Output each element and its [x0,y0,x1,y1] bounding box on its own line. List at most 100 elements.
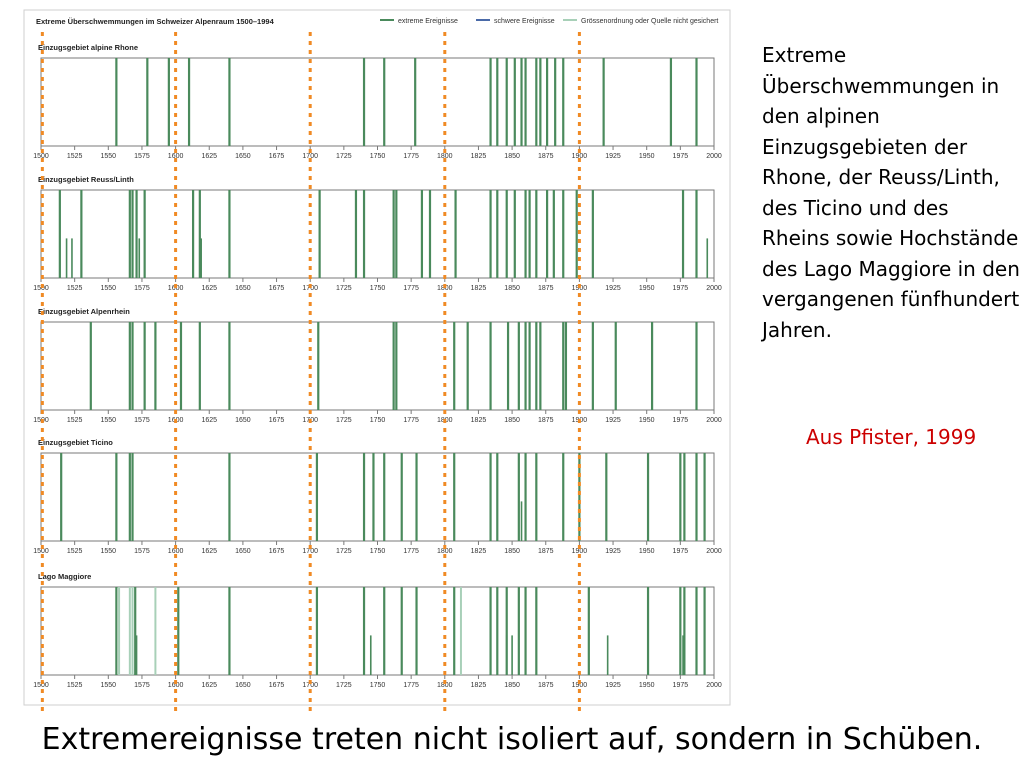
slide-description: Extreme Überschwemmungen in den alpinen … [762,43,1020,342]
x-tick-label: 1500 [33,682,49,689]
panel-title: Einzugsgebiet Reuss/Linth [38,175,134,184]
x-tick-label: 1975 [673,417,689,424]
x-tick-label: 1825 [471,153,487,160]
x-tick-label: 1875 [538,417,554,424]
x-tick-label: 1875 [538,548,554,555]
x-tick-label: 1625 [201,548,217,555]
x-tick-label: 1575 [134,153,150,160]
x-tick-label: 1850 [504,417,520,424]
x-tick-label: 1875 [538,285,554,292]
x-tick-label: 1625 [201,417,217,424]
x-tick-label: 1925 [605,285,621,292]
x-tick-label: 1550 [101,417,117,424]
x-tick-label: 1725 [336,153,352,160]
x-tick-label: 1750 [370,682,386,689]
x-tick-label: 1525 [67,153,83,160]
x-tick-label: 1600 [168,548,184,555]
x-tick-label: 2000 [706,548,722,555]
x-tick-label: 1700 [302,153,318,160]
x-tick-label: 1950 [639,417,655,424]
x-tick-label: 1550 [101,153,117,160]
x-tick-label: 2000 [706,417,722,424]
x-tick-label: 1600 [168,153,184,160]
x-tick-label: 1650 [235,417,251,424]
x-tick-label: 1825 [471,548,487,555]
x-tick-label: 1900 [572,285,588,292]
x-tick-label: 1675 [269,285,285,292]
x-tick-label: 1625 [201,285,217,292]
x-tick-label: 1725 [336,417,352,424]
x-tick-label: 1850 [504,548,520,555]
x-tick-label: 1675 [269,417,285,424]
x-tick-label: 1650 [235,548,251,555]
x-tick-label: 1775 [403,548,419,555]
legend-label: extreme Ereignisse [398,18,458,25]
x-tick-label: 1750 [370,285,386,292]
legend-label: Grössenordnung oder Quelle nicht gesiche… [581,18,718,25]
x-tick-label: 1950 [639,285,655,292]
x-tick-label: 1800 [437,153,453,160]
x-tick-label: 1925 [605,417,621,424]
x-tick-label: 1700 [302,285,318,292]
x-tick-label: 1800 [437,548,453,555]
x-tick-label: 1775 [403,417,419,424]
x-tick-label: 1825 [471,417,487,424]
x-tick-label: 1750 [370,417,386,424]
x-tick-label: 1550 [101,285,117,292]
panel: Einzugsgebiet Ticino 1500 1525 1550 1575 1600… [33,438,722,555]
x-tick-label: 1925 [605,548,621,555]
panel-title: Einzugsgebiet Ticino [38,438,113,447]
panel-title: Lago Maggiore [38,572,91,581]
x-tick-label: 1575 [134,682,150,689]
x-tick-label: 1975 [673,153,689,160]
x-tick-label: 1550 [101,548,117,555]
flood-chart: Extreme Überschwemmungen im Schweizer Al… [23,9,731,716]
x-tick-label: 1850 [504,682,520,689]
x-tick-label: 1975 [673,285,689,292]
chart-frame [23,9,731,706]
x-tick-label: 2000 [706,153,722,160]
panel-title: Einzugsgebiet Alpenrhein [38,307,130,316]
x-tick-label: 1600 [168,682,184,689]
x-tick-label: 1850 [504,285,520,292]
chart-legend: extreme Ereignisse schwere Ereignisse Grös… [380,18,718,25]
chart-title: Extreme Überschwemmungen im Schweizer Al… [36,17,275,26]
x-tick-label: 1525 [67,548,83,555]
x-tick-label: 1775 [403,153,419,160]
x-tick-label: 1950 [639,153,655,160]
x-tick-label: 1575 [134,548,150,555]
x-tick-label: 1700 [302,548,318,555]
x-tick-label: 1625 [201,153,217,160]
x-tick-label: 1975 [673,548,689,555]
x-tick-label: 1675 [269,682,285,689]
x-tick-label: 1900 [572,682,588,689]
x-tick-label: 1725 [336,548,352,555]
panel-title: Einzugsgebiet alpine Rhone [38,43,138,52]
x-tick-label: 1825 [471,285,487,292]
x-tick-label: 1525 [67,682,83,689]
x-tick-label: 2000 [706,682,722,689]
x-tick-label: 1675 [269,153,285,160]
source-citation: Aus Pfister, 1999 [806,425,977,449]
legend-label: schwere Ereignisse [494,18,555,25]
x-tick-label: 1650 [235,153,251,160]
x-tick-label: 1800 [437,682,453,689]
x-tick-label: 1725 [336,682,352,689]
panel: Lago Maggiore 1500 1525 1550 1575 1600 1625 165… [33,572,722,689]
x-tick-label: 2000 [706,285,722,292]
x-tick-label: 1950 [639,682,655,689]
x-tick-label: 1525 [67,417,83,424]
x-tick-label: 1600 [168,285,184,292]
x-tick-label: 1900 [572,548,588,555]
panel: Einzugsgebiet alpine Rhone 1500 1525 1550 15… [33,43,722,160]
highlight-lines [40,32,581,716]
x-tick-label: 1650 [235,682,251,689]
x-tick-label: 1975 [673,682,689,689]
x-tick-label: 1575 [134,285,150,292]
x-tick-label: 1500 [33,548,49,555]
x-tick-label: 1750 [370,153,386,160]
x-tick-label: 1950 [639,548,655,555]
x-tick-label: 1650 [235,285,251,292]
x-tick-label: 1775 [403,682,419,689]
